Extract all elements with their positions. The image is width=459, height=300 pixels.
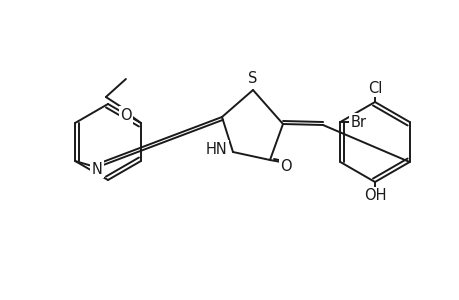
Text: HN: HN — [206, 142, 227, 157]
Text: Cl: Cl — [367, 80, 381, 95]
Text: S: S — [248, 70, 257, 86]
Text: O: O — [280, 158, 291, 173]
Text: Br: Br — [350, 115, 365, 130]
Text: OH: OH — [363, 188, 386, 203]
Text: N: N — [91, 161, 102, 176]
Text: O: O — [120, 107, 131, 122]
